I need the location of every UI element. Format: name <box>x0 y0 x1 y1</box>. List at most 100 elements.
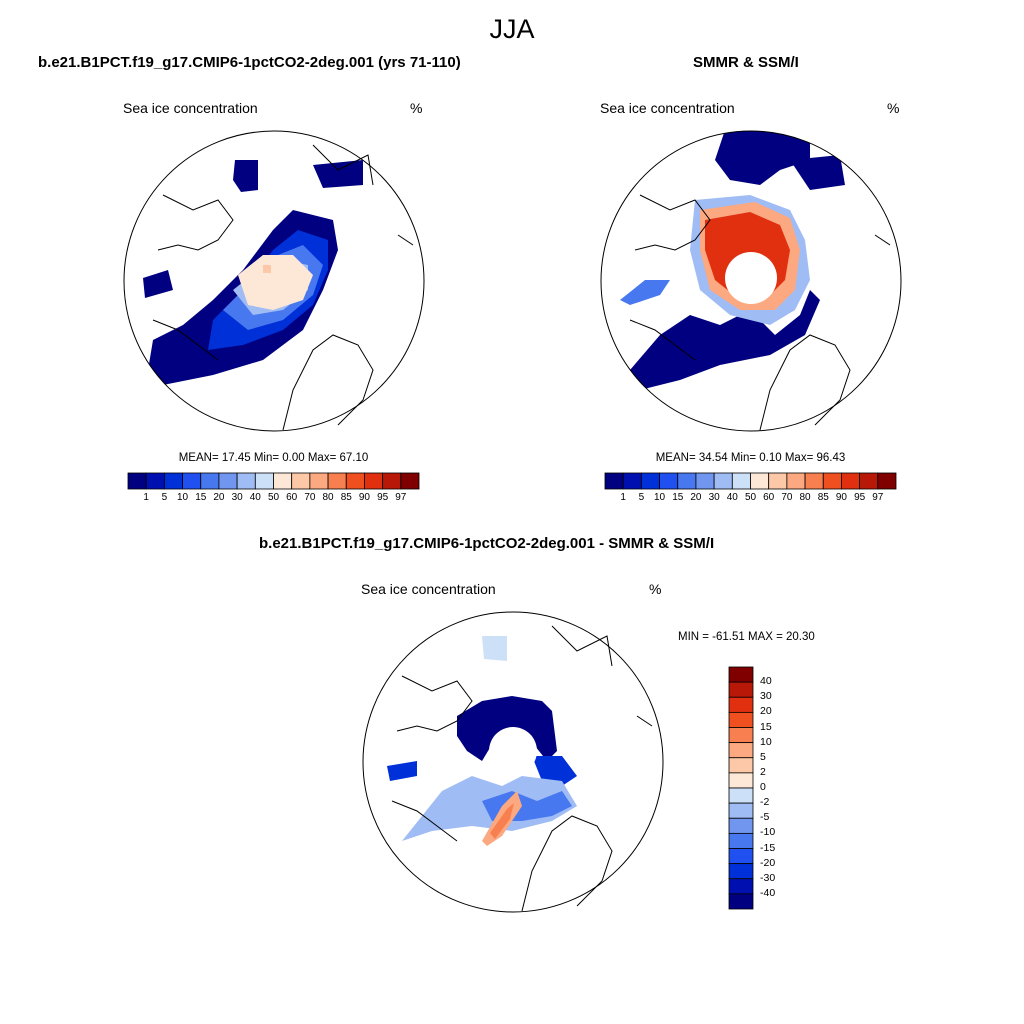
panel-diff-stats: MIN = -61.51 MAX = 20.30 <box>678 631 815 643</box>
panel-diff-colorbar-box <box>728 802 754 819</box>
panel-obs-colorbar-box <box>695 472 715 490</box>
panel-model-map <box>123 130 425 432</box>
panel-model-colorbar-tick-label: 10 <box>177 492 189 503</box>
panel-model-colorbar-box <box>291 472 311 490</box>
panel-model-colorbar-box <box>182 472 202 490</box>
panel-obs-coastlines <box>629 194 891 431</box>
panel-obs-colorbar-tick-label: 95 <box>854 492 866 503</box>
panel-diff-colorbar-tick-label: -5 <box>760 811 770 824</box>
panel-model-colorbar-tick-label: 97 <box>395 492 407 503</box>
panel-model-map-border <box>123 130 425 432</box>
panel-obs-map <box>600 130 902 432</box>
panel-model-colorbar-box <box>382 472 402 490</box>
panel-diff-colorbar-tick-label: 2 <box>760 765 766 778</box>
panel-diff-title: b.e21.B1PCT.f19_g17.CMIP6-1pctCO2-2deg.0… <box>259 535 715 552</box>
panel-obs-colorbar-box <box>604 472 624 490</box>
panel-obs-title: SMMR & SSM/I <box>693 54 799 71</box>
panel-obs-units: % <box>887 100 900 116</box>
panel-diff-colorbar-tick-label: -20 <box>760 856 776 869</box>
panel-obs-subtitle: Sea ice concentration <box>600 100 735 116</box>
panel-obs-colorbar-box <box>659 472 679 490</box>
panel-obs-colorbar-tick-label: 5 <box>638 492 645 503</box>
panel-model-colorbar-box <box>236 472 256 490</box>
panel-diff-colorbar-tick-label: 20 <box>760 705 772 718</box>
panel-obs-colorbar-tick-label: 85 <box>817 492 829 503</box>
panel-diff-colorbar-tick-label: 30 <box>760 690 772 703</box>
panel-diff-colorbar-box <box>728 893 754 910</box>
panel-obs-colorbar-tick-label: 10 <box>654 492 666 503</box>
panel-diff-colorbar-box <box>728 727 754 744</box>
panel-model-colorbar-box <box>200 472 220 490</box>
panel-model-colorbar-box <box>400 472 420 490</box>
panel-diff-colorbar <box>728 666 754 910</box>
panel-diff-colorbar-tick-label: 0 <box>760 781 766 793</box>
panel-model-colorbar-box <box>273 472 293 490</box>
panel-model-colorbar-box <box>145 472 165 490</box>
panel-diff-colorbar-tick-label: -30 <box>760 871 776 884</box>
panel-obs-colorbar-tick-label: 40 <box>726 492 738 503</box>
panel-diff-colorbar-box <box>728 878 754 895</box>
panel-model-colorbar-tick-label: 90 <box>358 492 370 503</box>
panel-obs-colorbar-box <box>677 472 697 490</box>
panel-diff-coastlines <box>391 625 653 912</box>
panel-obs-colorbar-box <box>859 472 879 490</box>
panel-obs-colorbar-tick-label: 70 <box>781 492 793 503</box>
panel-obs-colorbar-tick-label: 1 <box>620 492 626 503</box>
panel-model-stats: MEAN= 17.45 Min= 0.00 Max= 67.10 <box>178 452 369 464</box>
panel-diff-map <box>362 611 664 913</box>
panel-obs-colorbar-tick-label: 50 <box>744 492 757 503</box>
panel-model-colorbar-box <box>254 472 274 490</box>
panel-obs-colorbar-labels: 1 5 10 15 20 30 40 50 60 70 80 85 90 95 97 <box>605 492 896 506</box>
panel-diff-colorbar-box <box>728 817 754 834</box>
panel-model-colorbar-box <box>327 472 347 490</box>
panel-obs-colorbar-box <box>622 472 642 490</box>
panel-model-colorbar-box <box>345 472 365 490</box>
panel-model-ice-field <box>143 160 363 385</box>
panel-model-colorbar-tick-label: 40 <box>249 492 261 503</box>
panel-model-colorbar-labels: 1 5 10 15 20 30 40 50 60 70 80 85 90 95 97 <box>128 492 419 506</box>
panel-model-colorbar-tick-label: 60 <box>286 492 298 503</box>
panel-model-colorbar-tick-label: 95 <box>377 492 389 503</box>
panel-diff-colorbar-tick-label: -10 <box>760 826 776 839</box>
panel-obs-colorbar-tick-label: 15 <box>672 492 684 503</box>
panel-diff-colorbar-tick-label: 15 <box>760 720 772 733</box>
panel-model-subtitle: Sea ice concentration <box>123 100 258 116</box>
panel-model-colorbar-tick-label: 85 <box>340 492 352 503</box>
panel-diff-colorbar-box <box>728 696 754 713</box>
panel-obs-colorbar-tick-label: 97 <box>872 492 884 503</box>
panel-model-coastlines <box>152 144 414 431</box>
panel-obs-colorbar-box <box>804 472 824 490</box>
panel-model-colorbar-tick-label: 70 <box>304 492 316 503</box>
panel-model-colorbar-tick-label: 5 <box>161 492 168 503</box>
panel-model-colorbar <box>127 472 420 490</box>
panel-obs-map-border <box>600 130 902 432</box>
panel-obs-colorbar-tick-label: 90 <box>835 492 847 503</box>
panel-diff-colorbar-box <box>728 832 754 849</box>
panel-obs-colorbar-tick-label: 80 <box>799 492 811 503</box>
panel-model-colorbar-box <box>309 472 329 490</box>
panel-diff-colorbar-tick-label: -15 <box>760 841 776 854</box>
panel-model-colorbar-tick-label: 15 <box>195 492 207 503</box>
panel-diff-colorbar-tick-label: -2 <box>760 796 770 809</box>
panel-model-colorbar-box <box>218 472 238 490</box>
panel-diff-colorbar-labels: 40 30 20 15 10 5 2 0 -2 -5 -10 -15 -20 -30 -40 <box>760 667 800 909</box>
panel-diff-colorbar-box <box>728 757 754 774</box>
panel-diff-colorbar-tick-label: 5 <box>760 750 766 763</box>
panel-obs-colorbar-box <box>877 472 897 490</box>
panel-diff-colorbar-box <box>728 681 754 698</box>
page-title: JJA <box>489 14 535 44</box>
panel-model-colorbar-box <box>163 472 183 490</box>
panel-diff-colorbar-box <box>728 863 754 880</box>
panel-obs-stats: MEAN= 34.54 Min= 0.10 Max= 96.43 <box>655 452 846 464</box>
panel-diff-colorbar-tick-label: 40 <box>760 675 772 688</box>
panel-obs-colorbar-box <box>713 472 733 490</box>
panel-diff-units: % <box>649 581 662 597</box>
panel-model-colorbar-tick-label: 80 <box>322 492 334 503</box>
panel-obs-colorbar-tick-label: 60 <box>763 492 775 503</box>
panel-diff-colorbar-box <box>728 666 754 683</box>
panel-model-colorbar-tick-label: 50 <box>267 492 280 503</box>
panel-model-units: % <box>410 100 423 116</box>
panel-obs-colorbar-box <box>786 472 806 490</box>
panel-diff-map-border <box>362 611 664 913</box>
panel-model-title: b.e21.B1PCT.f19_g17.CMIP6-1pctCO2-2deg.0… <box>38 54 461 71</box>
